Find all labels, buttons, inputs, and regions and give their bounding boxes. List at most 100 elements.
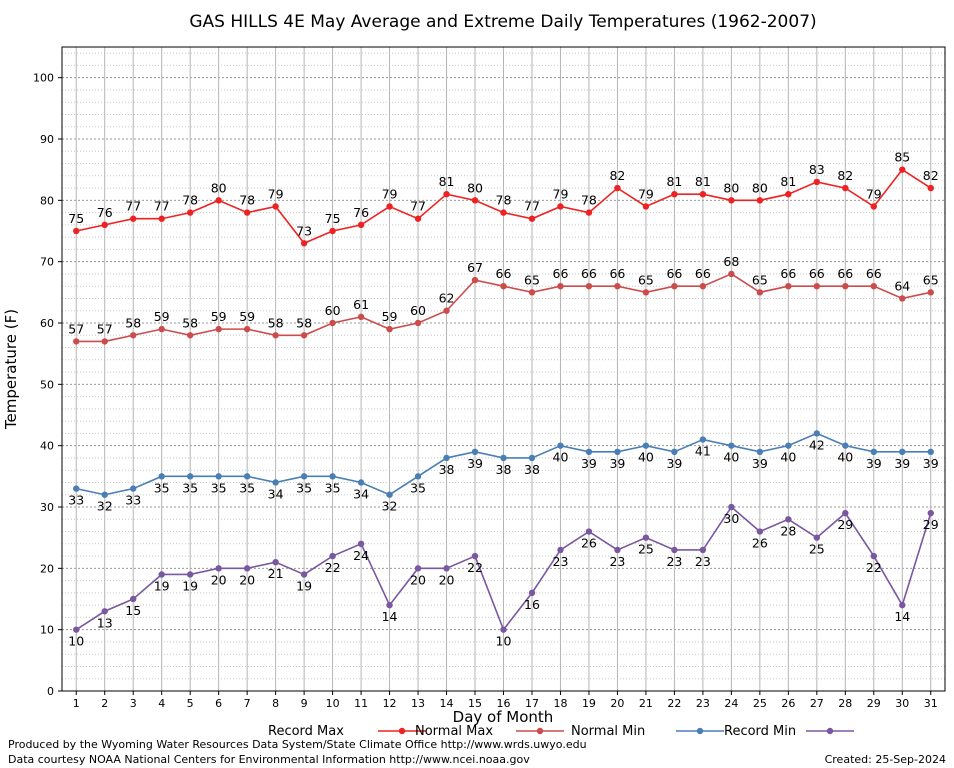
record-min-point [215,565,222,572]
normal-max-point [272,332,279,339]
normal-max-point [899,295,906,302]
normal-max-point [357,313,365,321]
record-min-point [671,546,678,554]
normal-max-point [500,283,507,290]
record-max-point [329,227,336,235]
record-max-data-label: 77 [524,199,540,214]
record-min-data-label: 26 [752,536,768,551]
normal-min-data-label: 33 [68,493,84,508]
x-tick-label: 29 [867,697,881,710]
normal-min-data-label: 39 [609,456,625,471]
record-max-data-label: 75 [68,211,84,226]
record-max-data-label: 77 [410,199,426,214]
record-min-data-label: 29 [923,517,939,532]
record-max-data-label: 77 [154,199,170,214]
normal-max-data-label: 60 [410,303,426,318]
record-max-data-label: 80 [752,180,768,195]
record-max-point [585,209,593,216]
record-min-data-label: 21 [268,566,284,581]
record-min-data-label: 20 [410,572,426,587]
normal-min-point [528,454,536,462]
normal-min-point [101,491,108,498]
record-max-data-label: 78 [496,193,512,208]
record-max-data-label: 85 [894,150,910,165]
record-max-data-label: 80 [723,180,739,195]
y-tick-label: 80 [40,194,54,207]
record-min-point [528,589,536,597]
normal-max-data-label: 66 [837,266,853,281]
record-max-point [73,227,80,235]
x-tick-label: 3 [130,697,137,710]
x-tick-label: 13 [411,697,425,710]
x-tick-label: 10 [326,697,340,710]
normal-min-data-label: 39 [581,456,597,471]
record-max-point [130,215,137,222]
x-tick-label: 28 [838,697,852,710]
footer-produced-by: Produced by the Wyoming Water Resources … [8,738,587,751]
normal-min-data-label: 32 [97,499,113,514]
footer-data-courtesy: Data courtesy NOAA National Centers for … [8,753,530,766]
normal-max-data-label: 57 [68,321,84,336]
normal-max-point [443,307,450,314]
normal-max-data-label: 59 [154,309,170,324]
normal-min-point [186,473,194,480]
record-max-point [243,209,251,216]
record-min-data-label: 26 [581,536,597,551]
record-min-data-label: 23 [609,554,625,569]
record-min-point [642,534,650,541]
normal-min-data-label: 40 [723,450,739,465]
x-tick-label: 30 [895,697,909,710]
x-tick-label: 14 [440,697,454,710]
record-min-data-label: 19 [182,578,198,593]
normal-min-data-label: 33 [125,493,141,508]
x-tick-label: 26 [781,697,795,710]
y-axis-label: Temperature (F) [2,309,20,430]
record-max-data-label: 79 [866,186,882,201]
normal-min-point [642,442,650,449]
normal-min-point [728,442,735,449]
normal-min-point [386,491,393,498]
record-min-point [300,571,308,578]
normal-min-data-label: 40 [837,450,853,465]
record-min-point [186,571,194,578]
record-min-point [130,595,137,603]
record-max-point [699,191,707,198]
record-min-data-label: 14 [382,609,398,624]
normal-max-data-label: 62 [439,291,455,306]
record-max-point [471,197,479,204]
record-max-data-label: 80 [211,180,227,195]
normal-min-data-label: 41 [695,444,711,459]
x-tick-label: 5 [187,697,194,710]
normal-min-data-label: 34 [268,486,284,501]
record-max-point [443,191,450,198]
record-min-point [842,509,849,517]
normal-max-data-label: 59 [239,309,255,324]
normal-max-data-label: 59 [211,309,227,324]
record-max-data-label: 81 [439,174,455,189]
normal-min-data-label: 38 [524,462,540,477]
normal-max-point [585,283,593,290]
normal-max-point [614,283,621,290]
record-min-data-label: 23 [695,554,711,569]
legend-label-record-min: Record Min [724,724,796,739]
normal-max-point [329,319,336,327]
normal-max-data-label: 66 [553,266,569,281]
x-tick-label: 18 [553,697,567,710]
record-max-point [728,197,735,204]
normal-max-data-label: 66 [581,266,597,281]
record-min-data-label: 20 [439,572,455,587]
record-min-point [73,626,80,633]
normal-max-point [728,270,735,278]
normal-min-point [671,448,678,455]
x-tick-label: 8 [272,697,279,710]
x-tick-label: 16 [497,697,511,710]
series-layer: 75 76 77 77 78 80 78 79 73 75 76 79 77 81 80 78 77 79 78 82… [68,150,938,649]
x-tick-label: 12 [383,697,397,710]
record-max-point [215,197,222,204]
record-min-point [471,552,479,560]
normal-min-data-label: 35 [211,480,227,495]
record-min-point [243,565,251,572]
legend-label-record-max: Record Max [268,724,344,739]
normal-min-data-label: 34 [353,486,369,501]
record-max-point [528,215,536,222]
